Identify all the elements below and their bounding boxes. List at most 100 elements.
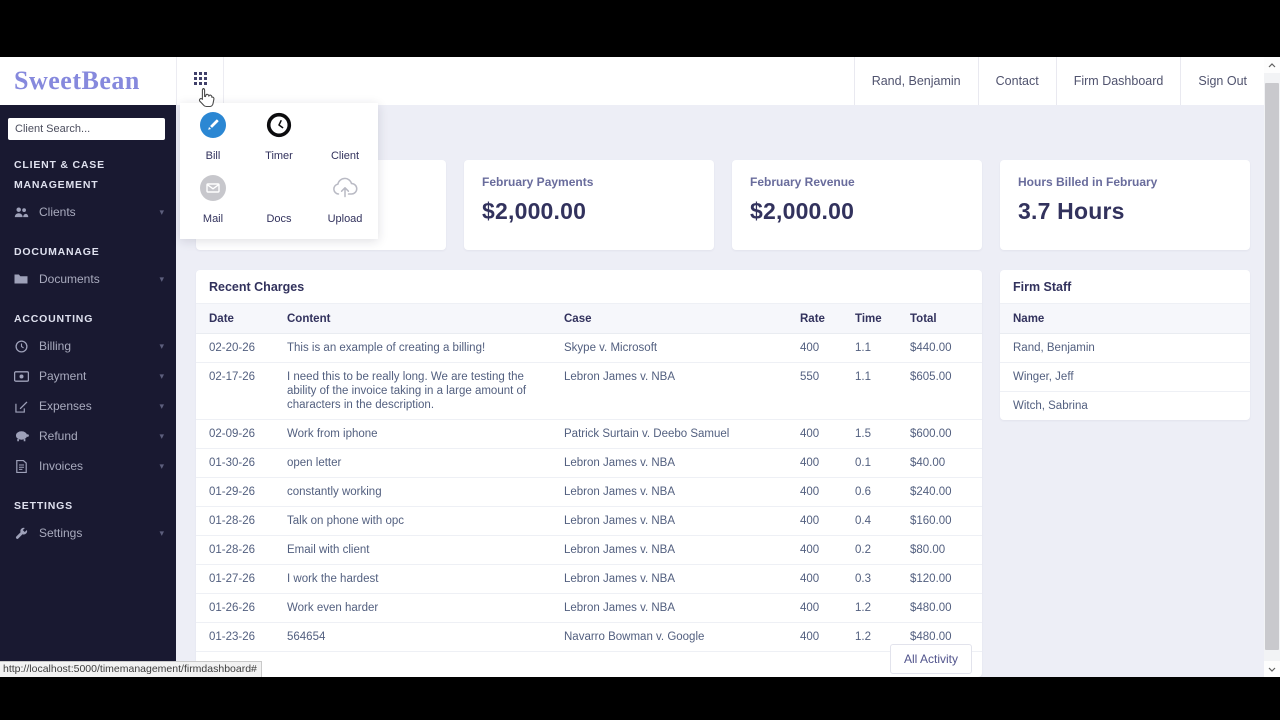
money-icon (13, 370, 29, 382)
sidebar-item-label: Documents (39, 272, 100, 286)
cell-total: $80.00 (910, 544, 946, 556)
scroll-up-arrow-icon[interactable] (1264, 57, 1280, 73)
cell-time: 0.1 (855, 457, 871, 469)
cell-case: Lebron James v. NBA (564, 457, 676, 469)
cell-time: 1.2 (855, 631, 871, 643)
table-row: 01-29-26 constantly working Lebron James v… (196, 478, 982, 507)
chevron-down-icon: ▾ (159, 273, 164, 284)
sidebar-item-expenses[interactable]: Expenses ▾ (0, 391, 176, 421)
invoice-icon (13, 459, 29, 473)
table-row: 01-27-26 I work the hardest Lebron James v… (196, 565, 982, 594)
recent-charges-title: Recent Charges (196, 270, 982, 304)
cell-total: $480.00 (910, 602, 952, 614)
browser-viewport: SweetBean Rand, Benjamin Contact Firm Dash… (0, 57, 1280, 677)
app-header: SweetBean Rand, Benjamin Contact Firm Dash… (0, 57, 1280, 106)
cell-date: 01-26-26 (209, 602, 256, 614)
content-row: Recent Charges Date Content Case Rate Time To… (196, 270, 1250, 677)
launcher-item-label: Upload (327, 213, 363, 225)
cell-time: 0.3 (855, 573, 871, 585)
cell-date: 01-30-26 (209, 457, 256, 469)
scrollbar-thumb[interactable] (1265, 83, 1279, 650)
launcher-item-label: Timer (265, 150, 293, 162)
cell-rate: 400 (800, 602, 820, 614)
table-row: 02-20-26 This is an example of creating a… (196, 334, 982, 363)
vertical-scrollbar[interactable] (1264, 57, 1280, 677)
launcher-item-client[interactable]: Client (312, 107, 378, 170)
cell-time: 0.6 (855, 486, 871, 498)
cell-total: $480.00 (910, 631, 952, 643)
metric-value: 3.7 Hours (1018, 198, 1125, 224)
cell-content: 564654 (287, 631, 326, 643)
metric-card-february-payments: February Payments $2,000.00 (464, 160, 714, 250)
metric-value: $2,000.00 (750, 198, 855, 224)
firm-staff-panel: Firm Staff Name Rand, Benjamin Winger, Je… (1000, 270, 1250, 420)
app-logo[interactable]: SweetBean (14, 66, 140, 95)
cell-date: 01-28-26 (209, 515, 256, 527)
table-row: 01-23-26 564654 Navarro Bowman v. Google 40… (196, 623, 982, 652)
nav-item-rand-benjamin[interactable]: Rand, Benjamin (853, 57, 978, 105)
launcher-item-label: Bill (205, 150, 221, 162)
cell-time: 1.1 (855, 342, 871, 354)
sidebar-item-clients[interactable]: Clients ▾ (0, 197, 176, 227)
cell-case: Lebron James v. NBA (564, 486, 676, 498)
staff-row: Witch, Sabrina (1013, 400, 1088, 412)
nav-item-contact[interactable]: Contact (977, 57, 1056, 105)
cell-date: 02-09-26 (209, 428, 256, 440)
cell-case: Lebron James v. NBA (564, 573, 676, 585)
chevron-down-icon: ▾ (159, 400, 164, 411)
all-activity-button[interactable]: All Activity (889, 644, 972, 674)
column-header-content: Content (287, 313, 331, 325)
launcher-item-upload[interactable]: Upload (312, 170, 378, 233)
sidebar: CLIENT & CASE MANAGEMENT Clients ▾ DOCUMANA… (0, 105, 176, 677)
sidebar-item-refund[interactable]: Refund ▾ (0, 421, 176, 451)
chevron-down-icon: ▾ (159, 370, 164, 381)
sidebar-item-invoices[interactable]: Invoices ▾ (0, 451, 176, 481)
sidebar-section-settings: SETTINGS (14, 500, 73, 512)
client-search-input[interactable] (8, 118, 165, 140)
sidebar-item-billing[interactable]: Billing ▾ (0, 331, 176, 361)
sidebar-item-label: Billing (39, 339, 72, 353)
cell-rate: 400 (800, 428, 820, 440)
upload-cloud-icon (330, 175, 360, 206)
table-row: 02-17-26 I need this to be really long. W… (196, 363, 982, 420)
wrench-icon (13, 527, 29, 540)
cell-case: Lebron James v. NBA (564, 371, 676, 383)
sidebar-nav: CLIENT & CASE MANAGEMENT Clients ▾ DOCUMANA… (0, 155, 176, 548)
metric-title: February Revenue (750, 175, 855, 189)
cell-content: constantly working (287, 486, 382, 498)
mail-envelope-icon (200, 175, 226, 206)
metric-title: February Payments (482, 175, 594, 189)
staff-row: Rand, Benjamin (1000, 334, 1250, 363)
sidebar-item-documents[interactable]: Documents ▾ (0, 264, 176, 294)
launcher-item-mail[interactable]: Mail (180, 170, 246, 233)
cell-content: I work the hardest (287, 573, 379, 585)
cell-case: Skype v. Microsoft (564, 342, 658, 354)
cell-content: Talk on phone with opc (287, 515, 404, 527)
sidebar-item-payment[interactable]: Payment ▾ (0, 361, 176, 391)
nav-item-firm-dashboard[interactable]: Firm Dashboard (1055, 57, 1181, 105)
sidebar-section-documanage: DOCUMANAGE (14, 246, 100, 258)
cell-rate: 400 (800, 631, 820, 643)
launcher-item-timer[interactable]: Timer (246, 107, 312, 170)
cell-rate: 400 (800, 544, 820, 556)
metric-card-february-revenue: February Revenue $2,000.00 (732, 160, 982, 250)
launcher-item-docs[interactable]: Docs (246, 170, 312, 233)
charges-table-body: 02-20-26 This is an example of creating a… (196, 334, 982, 652)
sidebar-section-accounting: ACCOUNTING (14, 313, 94, 325)
scroll-down-arrow-icon[interactable] (1264, 661, 1280, 677)
cell-total: $600.00 (910, 428, 952, 440)
edit-icon (13, 400, 29, 413)
launcher-item-bill[interactable]: Bill (180, 107, 246, 170)
cell-date: 01-23-26 (209, 631, 256, 643)
sidebar-item-label: Invoices (39, 459, 84, 473)
app-launcher-button[interactable] (176, 57, 224, 105)
top-nav: Rand, Benjamin Contact Firm Dashboard Sign … (853, 57, 1264, 105)
sidebar-item-settings[interactable]: Settings ▾ (0, 518, 176, 548)
bill-pencil-icon (200, 112, 226, 143)
main-content: February Payments $2,000.00 February Reven… (176, 105, 1264, 677)
cell-time: 0.2 (855, 544, 871, 556)
nav-item-sign-out[interactable]: Sign Out (1180, 57, 1264, 105)
cell-date: 01-28-26 (209, 544, 256, 556)
cell-case: Navarro Bowman v. Google (564, 631, 705, 643)
